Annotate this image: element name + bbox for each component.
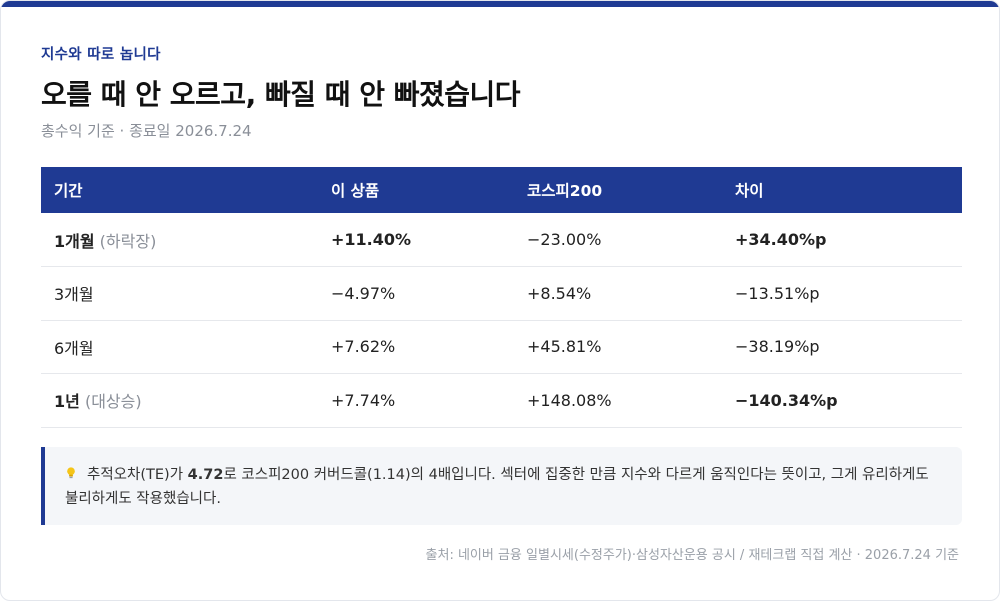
period-cell: 6개월: [41, 320, 318, 374]
note-text-2: 로 코스피200 커버드콜(1.14)의 4배입니다. 섹터에 집중한 만큼 지…: [65, 467, 929, 507]
table-header-row: 기간 이 상품 코스피200 차이: [41, 167, 962, 213]
lightbulb-icon: [67, 467, 75, 479]
product-return: +11.40%: [318, 213, 514, 267]
returns-table: 기간 이 상품 코스피200 차이 1개월 (하락장) +11.40% −23.…: [41, 167, 962, 428]
col-header-product: 이 상품: [318, 167, 514, 213]
return-diff: −38.19%p: [722, 320, 962, 374]
table-row: 6개월 +7.62% +45.81% −38.19%p: [41, 320, 962, 374]
return-diff: −140.34%p: [722, 373, 962, 428]
return-diff: +34.40%p: [722, 213, 962, 267]
period-cell: 1년 (대상승): [41, 373, 318, 428]
period-note: (하락장): [99, 231, 157, 251]
insight-note: 추적오차(TE)가 4.72로 코스피200 커버드콜(1.14)의 4배입니다…: [41, 447, 962, 525]
eyebrow-label: 지수와 따로 놉니다: [41, 47, 161, 63]
table-row: 1개월 (하락장) +11.40% −23.00% +34.40%p: [41, 213, 962, 267]
table-row: 1년 (대상승) +7.74% +148.08% −140.34%p: [41, 373, 962, 428]
return-diff: −13.51%p: [722, 266, 962, 321]
accent-bar: [1, 1, 999, 7]
kospi-return: −23.00%: [514, 213, 722, 267]
period-label: 1개월: [54, 231, 95, 251]
period-cell: 1개월 (하락장): [41, 213, 318, 267]
source-footnote: 출처: 네이버 금융 일별시세(수정주가)·삼성자산운용 공시 / 재테크랩 직…: [425, 548, 959, 563]
period-label: 6개월: [54, 338, 94, 358]
te-value: 4.72: [187, 467, 224, 483]
product-return: +7.74%: [318, 373, 514, 428]
kospi-return: +8.54%: [514, 266, 722, 321]
kospi-return: +45.81%: [514, 320, 722, 374]
col-header-period: 기간: [41, 167, 318, 213]
page-title: 오를 때 안 오르고, 빠질 때 안 빠졌습니다: [41, 78, 521, 111]
period-cell: 3개월: [41, 266, 318, 321]
page-subtitle: 총수익 기준 · 종료일 2026.7.24: [41, 122, 252, 140]
note-text-1: 추적오차(TE)가: [87, 467, 188, 483]
period-label: 3개월: [54, 285, 94, 305]
col-header-kospi200: 코스피200: [514, 167, 722, 213]
product-return: +7.62%: [318, 320, 514, 374]
product-return: −4.97%: [318, 266, 514, 321]
period-note: (대상승): [84, 392, 142, 412]
col-header-diff: 차이: [722, 167, 962, 213]
table-row: 3개월 −4.97% +8.54% −13.51%p: [41, 266, 962, 321]
period-label: 1년: [54, 392, 80, 412]
kospi-return: +148.08%: [514, 373, 722, 428]
